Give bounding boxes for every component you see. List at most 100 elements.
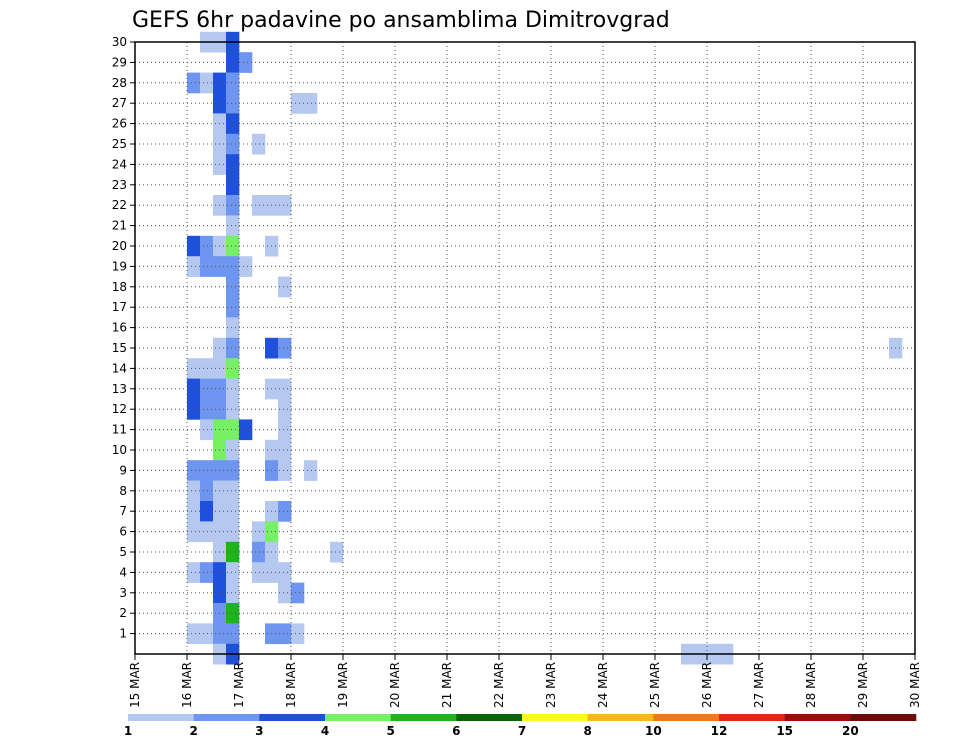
- y-tick-label: 7: [119, 504, 127, 518]
- heatmap-cell: [226, 623, 240, 645]
- heatmap-cell: [200, 623, 214, 645]
- legend-swatch: [390, 714, 457, 721]
- heatmap-cell: [330, 541, 344, 563]
- heatmap-cell: [226, 562, 240, 583]
- legend-label: 15: [776, 724, 793, 738]
- heatmap-cell: [239, 52, 253, 73]
- heatmap-cell: [226, 419, 240, 441]
- y-tick-label: 30: [112, 35, 127, 49]
- heatmap-cell: [187, 358, 201, 379]
- y-tick-label: 28: [112, 76, 127, 90]
- heatmap-cell: [278, 582, 292, 604]
- heatmap-cell: [226, 297, 240, 318]
- heatmap-cell: [226, 358, 240, 379]
- y-tick-label: 6: [119, 525, 127, 539]
- legend-swatch: [653, 714, 720, 721]
- x-tick-label: 23 MAR: [544, 662, 558, 708]
- x-tick-label: 19 MAR: [336, 662, 350, 708]
- color-legend: 1 2 3 4 5 6 7 8 10 12 15 20: [124, 714, 917, 738]
- heatmap-cell: [304, 460, 318, 481]
- y-tick-label: 27: [112, 96, 127, 110]
- heatmap-cell: [200, 419, 214, 441]
- y-tick-label: 9: [119, 463, 127, 477]
- x-tick-label: 25 MAR: [648, 662, 662, 708]
- y-tick-label: 2: [119, 606, 127, 620]
- heatmap-cell: [226, 133, 240, 155]
- legend-swatch: [784, 714, 851, 721]
- legend-label: 6: [452, 724, 460, 738]
- heatmap-cell: [226, 256, 240, 277]
- x-tick-label: 28 MAR: [804, 662, 818, 708]
- y-tick-label: 8: [119, 484, 127, 498]
- heatmap-cell: [226, 317, 240, 339]
- heatmap-cell: [226, 582, 240, 604]
- legend-label: 20: [842, 724, 859, 738]
- chart-title: GEFS 6hr padavine po ansamblima Dimitrov…: [132, 8, 670, 33]
- heatmap-cell: [187, 501, 201, 522]
- y-tick-label: 18: [112, 280, 127, 294]
- heatmap-cell: [187, 378, 201, 400]
- y-tick-label: 1: [119, 627, 127, 641]
- x-tick-label: 24 MAR: [596, 662, 610, 708]
- heatmap-cell: [187, 72, 201, 94]
- y-tick-label: 12: [112, 402, 127, 416]
- heatmap-cell: [187, 460, 201, 481]
- heatmap-cell: [226, 439, 240, 461]
- heatmap-cell: [187, 623, 201, 645]
- heatmap-cell: [200, 460, 214, 481]
- y-tick-label: 16: [112, 321, 127, 335]
- legend-label: 5: [386, 724, 394, 738]
- heatmap-cell: [226, 93, 240, 114]
- heatmap-cell: [187, 256, 201, 277]
- heatmap-cell: [252, 541, 266, 563]
- y-tick-label: 4: [119, 565, 127, 579]
- y-tick-label: 22: [112, 198, 127, 212]
- y-tick-label: 17: [112, 300, 127, 314]
- x-tick-label: 26 MAR: [700, 662, 714, 708]
- heatmap-cell: [278, 276, 292, 298]
- y-tick-label: 24: [112, 157, 127, 171]
- heatmap-cell: [187, 521, 201, 543]
- heatmap-cell: [226, 521, 240, 543]
- heatmap-cell: [200, 521, 214, 543]
- heatmap-cell: [226, 378, 240, 400]
- y-tick-label: 10: [112, 443, 127, 457]
- heatmap-cell: [278, 439, 292, 461]
- legend-label: 2: [189, 724, 197, 738]
- heatmap-cell: [304, 93, 318, 114]
- heatmap-cell: [239, 256, 253, 277]
- heatmap-cell: [278, 378, 292, 400]
- y-tick-label: 13: [112, 382, 127, 396]
- heatmap-cell: [278, 623, 292, 645]
- x-tick-label: 18 MAR: [284, 662, 298, 708]
- heatmap-cell: [278, 337, 292, 359]
- legend-label: 3: [255, 724, 263, 738]
- x-tick-label: 22 MAR: [492, 662, 506, 708]
- y-tick-label: 23: [112, 178, 127, 192]
- legend-label: 4: [321, 724, 329, 738]
- y-tick-label: 3: [119, 586, 127, 600]
- heatmap-cell: [200, 378, 214, 400]
- heatmap-cell: [278, 501, 292, 522]
- heatmap-cell: [291, 93, 305, 114]
- legend-swatch: [850, 714, 917, 721]
- x-tick-label: 17 MAR: [232, 662, 246, 708]
- heatmap-cell: [291, 582, 305, 604]
- legend-label: 12: [711, 724, 728, 738]
- legend-swatch: [587, 714, 654, 721]
- heatmap-cell: [226, 195, 240, 216]
- x-tick-label: 15 MAR: [128, 662, 142, 708]
- legend-swatch: [193, 714, 260, 721]
- axes-layer: 1234567891011121314151617181920212223242…: [112, 35, 922, 708]
- cell-layer: [187, 31, 903, 665]
- heatmap-cell: [291, 623, 305, 645]
- heatmap-cell: [200, 399, 214, 420]
- heatmap-cell: [187, 399, 201, 420]
- legend-label: 8: [583, 724, 591, 738]
- heatmap-cell: [187, 562, 201, 583]
- heatmap-cell: [226, 501, 240, 522]
- legend-swatch: [259, 714, 326, 721]
- legend-swatch: [522, 714, 588, 721]
- heatmap-cell: [226, 113, 240, 135]
